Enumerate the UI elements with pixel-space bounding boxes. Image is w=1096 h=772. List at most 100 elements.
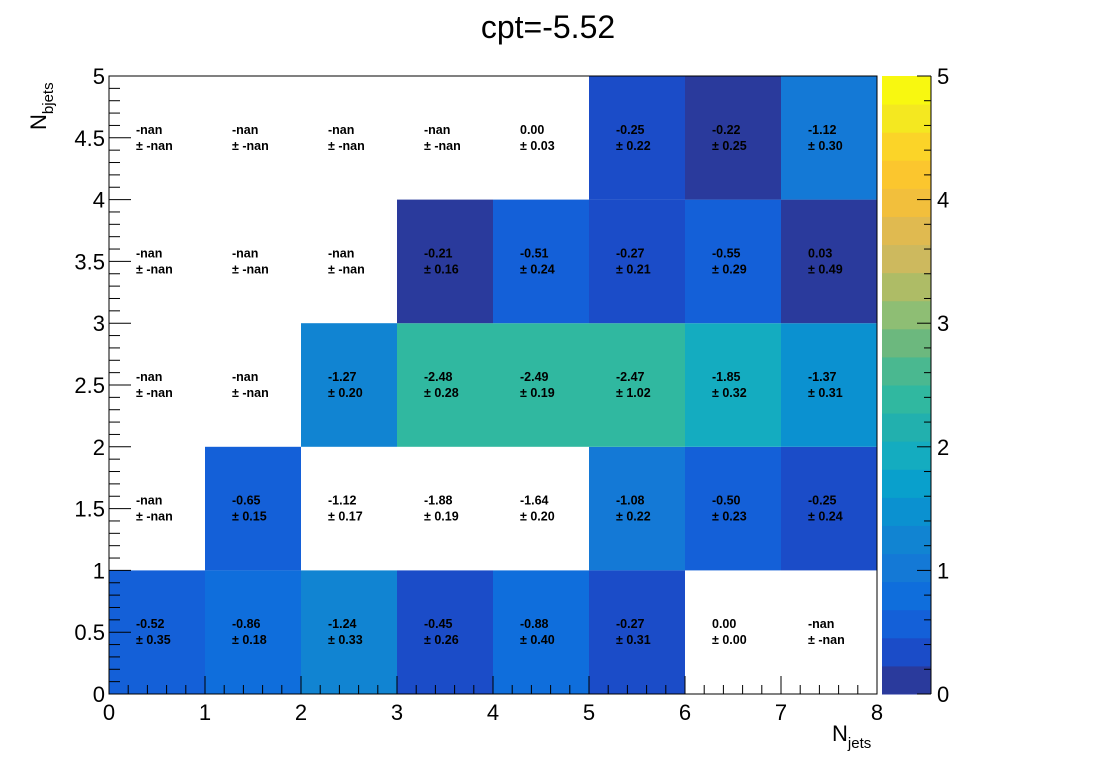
x-tick-label: 3: [391, 700, 403, 725]
x-tick-label: 5: [583, 700, 595, 725]
cell-value-label: -1.27: [328, 370, 357, 384]
colorbar-tick-label: 0: [937, 682, 949, 707]
heatmap-cell: [589, 199, 685, 324]
cell-value-label: -0.27: [616, 246, 645, 260]
heatmap-cell: [589, 446, 685, 571]
cell-error-label: ± 0.32: [712, 386, 747, 400]
colorbar-segment: [882, 609, 931, 639]
x-tick-label: 4: [487, 700, 499, 725]
heatmap-cell: [397, 199, 493, 324]
cell-error-label: ± -nan: [424, 139, 461, 153]
cell-error-label: ± 0.40: [520, 633, 555, 647]
cell-value-label: -nan: [136, 123, 162, 137]
heatmap-cell: [301, 570, 397, 694]
cell-value-label: 0.00: [712, 617, 736, 631]
y-axis-label: Nbjets: [26, 82, 57, 130]
colorbar-segment: [882, 188, 931, 217]
cell-error-label: ± 0.24: [808, 510, 843, 524]
cell-value-label: -nan: [136, 246, 162, 260]
y-tick-label: 4: [93, 188, 105, 213]
cell-error-label: ± 0.16: [424, 262, 459, 276]
cell-error-label: ± 0.35: [136, 633, 171, 647]
cell-value-label: -2.49: [520, 370, 549, 384]
cell-value-label: -1.88: [424, 494, 453, 508]
heatmap-cell: [589, 323, 685, 447]
cell-error-label: ± 0.18: [232, 633, 267, 647]
colorbar-segment: [882, 525, 931, 555]
cell-error-label: ± 0.22: [616, 139, 651, 153]
cell-value-label: -1.64: [520, 494, 549, 508]
cell-error-label: ± -nan: [136, 386, 173, 400]
cell-value-label: -nan: [136, 494, 162, 508]
y-tick-label: 0: [93, 682, 105, 707]
cell-value-label: -1.24: [328, 617, 357, 631]
cell-error-label: ± 0.25: [712, 139, 747, 153]
colorbar-segment: [882, 76, 931, 105]
cell-value-label: -0.27: [616, 617, 645, 631]
colorbar-segment: [882, 104, 931, 133]
x-tick-label: 2: [295, 700, 307, 725]
colorbar-tick-label: 3: [937, 311, 949, 336]
cell-error-label: ± 0.15: [232, 510, 267, 524]
y-tick-label: 3.5: [74, 249, 105, 274]
heatmap-cell: [205, 570, 301, 694]
cell-error-label: ± 0.17: [328, 510, 363, 524]
cell-error-label: ± 0.20: [520, 510, 555, 524]
cell-value-label: -0.25: [808, 494, 837, 508]
y-axis: 0 0.5 1 1.5 2 2.5 3 3.5 4 4.5 5: [74, 64, 131, 707]
cell-value-label: -nan: [808, 617, 834, 631]
heatmap-cell: [685, 446, 781, 571]
colorbar-segment: [882, 216, 931, 246]
cell-value-label: -0.22: [712, 123, 741, 137]
cell-error-label: ± -nan: [232, 386, 269, 400]
cell-value-label: -nan: [232, 123, 258, 137]
cell-error-label: ± 0.31: [616, 633, 651, 647]
cell-value-label: -0.52: [136, 617, 165, 631]
x-tick-label: 7: [775, 700, 787, 725]
cell-value-label: -nan: [328, 246, 354, 260]
x-axis-label: Njets: [832, 721, 871, 752]
colorbar: 0 1 2 3 4 5: [882, 64, 949, 707]
cell-error-label: ± 0.20: [328, 386, 363, 400]
heatmap-cell: [205, 446, 301, 571]
colorbar-tick-label: 2: [937, 435, 949, 460]
cell-value-label: 0.03: [808, 246, 832, 260]
colorbar-segment: [882, 441, 931, 470]
y-tick-label: 3: [93, 311, 105, 336]
colorbar-segment: [882, 385, 931, 414]
cell-error-label: ± -nan: [232, 139, 269, 153]
x-axis-label-sub: jets: [847, 735, 871, 752]
cell-error-label: ± 0.49: [808, 262, 843, 276]
cell-error-label: ± -nan: [232, 262, 269, 276]
heatmap-cell: [493, 323, 589, 447]
cell-error-label: ± 0.22: [616, 510, 651, 524]
cell-value-label: -2.48: [424, 370, 453, 384]
cell-value-label: -0.21: [424, 246, 453, 260]
heatmap-cell: [781, 323, 877, 447]
colorbar-tick-label: 4: [937, 188, 949, 213]
heatmap-cell: [685, 199, 781, 324]
cell-error-label: ± 0.24: [520, 262, 555, 276]
colorbar-segment: [882, 356, 931, 386]
cell-error-label: ± 0.30: [808, 139, 843, 153]
y-tick-label: 1: [93, 558, 105, 583]
cell-value-label: -nan: [328, 123, 354, 137]
x-tick-label: 8: [871, 700, 883, 725]
colorbar-segment: [882, 132, 931, 161]
cell-value-label: -1.37: [808, 370, 837, 384]
cell-value-label: -0.25: [616, 123, 645, 137]
heatmap-cell-labels: -0.52 ± 0.35 -0.86 ± 0.18 -1.24 ± 0.33 -0.45 ± …: [136, 123, 845, 647]
y-tick-label: 4.5: [74, 126, 105, 151]
x-tick-label: 0: [103, 700, 115, 725]
cell-value-label: 0.00: [520, 123, 544, 137]
cell-value-label: -0.88: [520, 617, 549, 631]
cell-value-label: -0.55: [712, 246, 741, 260]
heatmap-cell: [397, 323, 493, 447]
cell-error-label: ± 0.19: [520, 386, 555, 400]
cell-error-label: ± 0.29: [712, 262, 747, 276]
cell-error-label: ± 0.28: [424, 386, 459, 400]
x-tick-label: 1: [199, 700, 211, 725]
cell-value-label: -0.45: [424, 617, 453, 631]
heatmap-cell: [493, 570, 589, 694]
